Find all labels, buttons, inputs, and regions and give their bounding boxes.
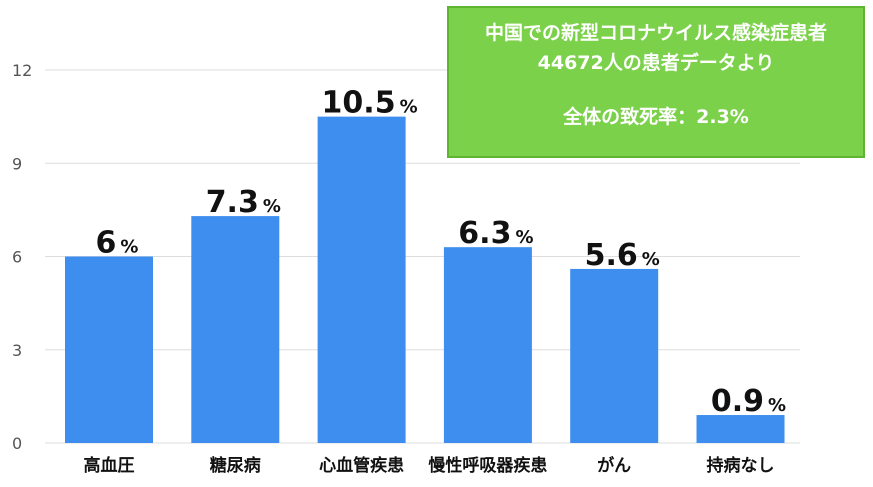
x-axis-labels: 高血圧 糖尿病 心血管疾患 慢性呼吸器疾患 がん 持病なし [84,455,775,476]
gridlines [45,69,800,444]
bars [65,116,785,443]
bar [317,116,406,443]
bar [191,216,280,443]
x-tick-label: がん [597,455,631,476]
data-label: 6% [96,226,139,261]
data-label: 6.3% [458,216,533,251]
x-tick-label: 心血管疾患 [319,455,404,476]
x-tick-label: 慢性呼吸器疾患 [428,455,547,476]
bar [443,247,532,443]
info-box: 中国での新型コロナウイルス感染症患者 44672人の患者データより 全体の致死率… [447,6,865,158]
bar [696,415,785,443]
y-tick-label: 12 [12,61,32,80]
y-axis-ticks: 0 3 6 9 12 [12,61,32,453]
y-tick-label: 3 [12,341,22,360]
data-label: 0.9% [711,384,786,419]
data-label: 10.5% [322,86,418,121]
data-label: 5.6% [585,238,660,273]
x-tick-label: 持病なし [707,455,775,476]
value-labels: 6 % 7.3 % 10.5 % 6.3 % 5.6 % 0.9% [96,86,787,419]
y-tick-label: 0 [12,434,22,453]
bar [570,268,659,443]
info-line-3: 全体の致死率：2.3% [563,106,749,128]
info-line-1: 中国での新型コロナウイルス感染症患者 [484,22,827,44]
x-tick-label: 高血圧 [84,455,135,476]
y-tick-label: 6 [12,248,22,267]
bar [65,256,153,443]
info-line-2: 44672人の患者データより [537,52,775,74]
data-label: 7.3% [206,185,281,220]
x-tick-label: 糖尿病 [210,455,261,476]
y-tick-label: 9 [12,154,22,173]
